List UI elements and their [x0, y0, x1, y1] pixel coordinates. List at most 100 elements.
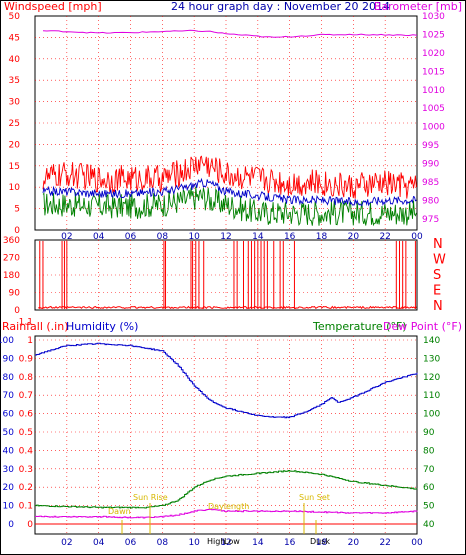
direction-degree-label: 360 [3, 236, 20, 246]
temperature-panel-hour-labels: 02 04 06 08 10 12 14 16 18 20 22 00 [61, 538, 423, 548]
wind-speed-tick-label: 5 [14, 205, 20, 215]
wind-axis-title: Windspeed [mph] [4, 0, 102, 13]
compass-label: E [433, 284, 441, 299]
rainfall-tick-label: 1 [27, 336, 33, 346]
barometer-tick-label: 1000 [422, 123, 445, 133]
direction-degree-label: 0 [14, 306, 20, 316]
direction-degree-label: 180 [3, 271, 20, 281]
temperature-hour-label: 18 [316, 538, 328, 548]
wind-hour-label: 14 [252, 232, 264, 242]
wind-hour-label: 00 [411, 232, 423, 242]
temperature-tick-label: 80 [423, 446, 435, 456]
temperature-tick-label: 120 [423, 373, 440, 383]
barometer-tick-label: 985 [422, 178, 439, 188]
temperature-tick-labels: 40 50 60 70 80 90 100 110 120 130 140 [423, 336, 440, 530]
dawn-label: Dawn [108, 507, 131, 516]
temperature-hour-label: 14 [252, 538, 264, 548]
daylength-label: Daylength [208, 502, 249, 511]
humidity-tick-label: 80 [3, 373, 15, 383]
temperature-tick-label: 140 [423, 336, 440, 346]
rainfall-tick-label: 0.9 [19, 354, 34, 364]
compass-label: N [433, 299, 443, 314]
compass-label: S [433, 268, 441, 283]
series-humidity-line [35, 342, 418, 419]
direction-baseline-line [37, 305, 417, 310]
series-dew-point-line [35, 508, 418, 519]
direction-series [37, 240, 417, 310]
temperature-hour-label: 12 [220, 538, 231, 548]
wind-hour-label: 06 [125, 232, 137, 242]
wind-speed-tick-label: 10 [9, 183, 21, 193]
wind-hour-label: 16 [284, 232, 296, 242]
rainfall-tick-labels: 0 0.1 0.2 0.3 0.4 0.5 0.6 0.7 0.8 0.9 1 1.1 [19, 318, 34, 530]
barometer-tick-labels: 975 980 985 990 995 1000 1005 1010 1015 1020 1025 1… [422, 12, 445, 225]
temperature-panel-grid [35, 336, 417, 534]
graph-date-title: 24 hour graph day : November 20 2014 [171, 0, 390, 13]
wind-speed-tick-label: 50 [9, 12, 21, 22]
humidity-axis-title: Humidity (%) [66, 320, 138, 333]
humidity-tick-label: 0 [8, 520, 14, 530]
wind-hour-label: 08 [157, 232, 169, 242]
rainfall-tick-label: 0.5 [19, 428, 33, 438]
humidity-tick-label: 30 [3, 465, 15, 475]
temperature-tick-label: 40 [423, 520, 435, 530]
humidity-tick-label: 20 [3, 483, 15, 493]
temperature-hour-label: 08 [157, 538, 169, 548]
barometer-tick-label: 1010 [422, 86, 445, 96]
wind-series-avg-line [42, 177, 417, 207]
rainfall-tick-label: 0.3 [19, 465, 33, 475]
barometer-tick-label: 1015 [422, 67, 445, 77]
wind-series-speed-line [42, 186, 417, 227]
rainfall-tick-label: 1.1 [19, 318, 33, 328]
wind-series-gust-line [42, 155, 417, 199]
wind-speed-tick-label: 15 [9, 162, 20, 172]
wind-panel-hour-labels: 02 04 06 08 10 12 14 16 18 20 22 00 [61, 232, 423, 242]
series-temperature-line [35, 470, 418, 509]
humidity-tick-label: 50 [3, 428, 15, 438]
humidity-tick-label: 100 [0, 336, 14, 346]
humidity-tick-label: 40 [3, 446, 15, 456]
dusk-label: Dusk [310, 537, 330, 546]
barometer-tick-label: 1020 [422, 49, 445, 59]
compass-label: N [433, 237, 443, 252]
wind-hour-label: 18 [316, 232, 328, 242]
rainfall-tick-label: 0 [27, 520, 33, 530]
temperature-panel-series [35, 342, 418, 525]
sunset-label: Sun Set [299, 493, 330, 502]
wind-hour-label: 22 [379, 232, 390, 242]
barometer-tick-label: 1025 [422, 30, 445, 40]
wind-speed-tick-labels: 0 5 10 15 20 25 30 35 40 45 50 [9, 12, 21, 236]
temperature-hour-label: 00 [411, 538, 423, 548]
barometer-tick-label: 1030 [422, 12, 445, 22]
barometer-axis-title: Barometer [mb] [374, 0, 462, 13]
wind-series-barometer-line [42, 29, 418, 38]
temperature-hour-label: 02 [61, 538, 72, 548]
humidity-tick-label: 10 [3, 502, 15, 512]
rainfall-axis-title: Rainfall (.in) [2, 320, 69, 333]
temperature-tick-label: 90 [423, 428, 435, 438]
barometer-tick-label: 995 [422, 141, 439, 151]
low-label: Low [224, 537, 240, 546]
wind-speed-tick-label: 20 [9, 140, 21, 150]
wind-hour-label: 20 [348, 232, 360, 242]
temperature-tick-label: 70 [423, 465, 435, 475]
wind-speed-tick-label: 45 [9, 33, 20, 43]
wind-speed-tick-label: 30 [9, 98, 21, 108]
barometer-tick-label: 980 [422, 196, 439, 206]
temperature-tick-label: 60 [423, 483, 435, 493]
temperature-tick-label: 130 [423, 354, 440, 364]
humidity-tick-label: 70 [3, 391, 15, 401]
rainfall-tick-label: 0.7 [19, 391, 33, 401]
wind-panel-series [42, 29, 418, 227]
wind-speed-tick-label: 0 [14, 226, 20, 236]
humidity-tick-label: 60 [3, 410, 15, 420]
rainfall-tick-label: 0.4 [19, 446, 34, 456]
high-label: High [207, 537, 225, 546]
rainfall-tick-label: 0.2 [19, 483, 33, 493]
rainfall-tick-label: 0.8 [19, 373, 34, 383]
humidity-tick-label: 90 [3, 354, 15, 364]
compass-label: W [433, 253, 446, 268]
temperature-hour-label: 10 [188, 538, 200, 548]
